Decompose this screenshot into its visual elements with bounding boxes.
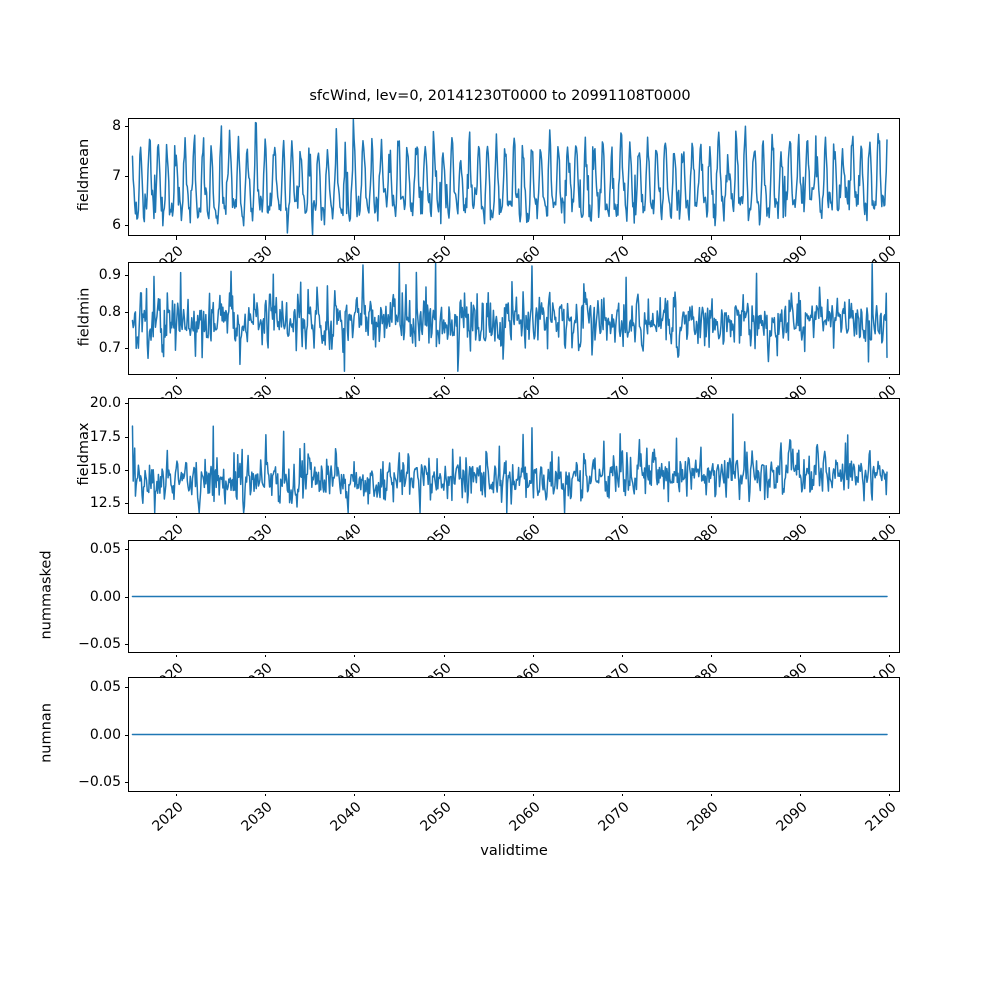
x-tick-mark — [800, 236, 802, 240]
y-tick-label: 0.00 — [89, 726, 121, 743]
figure-title: sfcWind, lev=0, 20141230T0000 to 2099110… — [309, 88, 691, 104]
y-tick-mark — [124, 348, 128, 350]
y-axis-label-fieldmin: fieldmin — [76, 287, 92, 346]
y-tick-label: 0.05 — [89, 678, 121, 695]
y-tick-mark — [124, 436, 128, 438]
y-axis-label-fieldmax: fieldmax — [76, 422, 92, 486]
y-tick-label: 0.00 — [89, 588, 121, 605]
y-tick-mark — [124, 596, 128, 598]
y-tick-mark — [124, 686, 128, 688]
x-axis-label: validtime — [480, 843, 548, 859]
plot-area-numnan — [129, 678, 899, 791]
y-tick-mark — [124, 643, 128, 645]
plot-area-nummasked — [129, 541, 899, 652]
y-tick-label: −0.05 — [78, 774, 121, 791]
x-tick-label: 2020 — [149, 799, 187, 835]
x-tick-mark — [532, 236, 534, 240]
y-tick-label: 0.05 — [89, 541, 121, 558]
subplot-nummasked — [128, 540, 900, 653]
x-tick-label: 2050 — [417, 799, 455, 835]
y-tick-mark — [124, 225, 128, 227]
y-tick-mark — [124, 470, 128, 471]
panel-gap-mask — [0, 677, 1000, 794]
x-tick-mark — [265, 236, 267, 240]
x-tick-label: 2090 — [773, 799, 811, 835]
y-tick-label: 15.0 — [89, 462, 121, 478]
panel-gap-mask — [0, 540, 1000, 655]
subplot-fieldmean — [128, 118, 900, 236]
y-tick-label: 17.5 — [89, 428, 121, 445]
y-axis-label-nummasked: nummasked — [38, 549, 54, 640]
plot-area-fieldmin — [129, 263, 899, 374]
x-tick-mark — [176, 236, 178, 240]
y-tick-label: −0.05 — [78, 635, 121, 652]
x-tick-mark — [354, 236, 356, 240]
x-tick-label: 2030 — [238, 799, 276, 835]
subplot-numnan — [128, 677, 900, 792]
y-tick-mark — [124, 311, 128, 313]
x-tick-label: 2070 — [595, 799, 633, 835]
y-tick-label: 8 — [112, 117, 121, 134]
y-axis-label-fieldmean: fieldmean — [76, 138, 92, 212]
y-tick-label: 12.5 — [89, 495, 121, 512]
series-line-nummasked — [131, 595, 888, 598]
plot-area-fieldmean — [129, 119, 899, 235]
y-tick-label: 20.0 — [89, 395, 121, 412]
plot-area-fieldmax — [129, 399, 899, 513]
x-tick-label: 2040 — [327, 799, 366, 835]
x-tick-mark — [711, 236, 712, 240]
x-tick-mark — [443, 236, 445, 240]
series-line-fieldmin — [131, 263, 888, 373]
y-tick-label: 0.7 — [98, 340, 121, 357]
y-tick-mark — [124, 125, 128, 127]
y-tick-mark — [124, 403, 128, 405]
y-tick-label: 6 — [112, 217, 121, 234]
x-tick-mark — [889, 236, 891, 240]
x-tick-label: 2100 — [862, 799, 901, 835]
series-line-numnan — [131, 733, 888, 736]
y-tick-label: 7 — [112, 167, 121, 184]
x-tick-label: 2080 — [684, 799, 722, 835]
y-tick-mark — [124, 503, 128, 505]
y-tick-label: 0.9 — [98, 266, 121, 283]
series-line-fieldmean — [131, 119, 888, 235]
x-tick-label: 2060 — [506, 799, 544, 835]
y-tick-mark — [124, 274, 128, 276]
y-tick-mark — [124, 549, 128, 551]
subplot-fieldmax — [128, 398, 900, 514]
x-tick-mark — [621, 236, 623, 240]
y-tick-mark — [124, 175, 128, 177]
y-axis-label-numnan: numnan — [38, 702, 54, 763]
y-tick-mark — [124, 734, 128, 736]
series-line-fieldmax — [131, 413, 888, 513]
y-tick-mark — [124, 782, 128, 784]
subplot-fieldmin — [128, 262, 900, 375]
y-tick-label: 0.8 — [98, 303, 121, 320]
